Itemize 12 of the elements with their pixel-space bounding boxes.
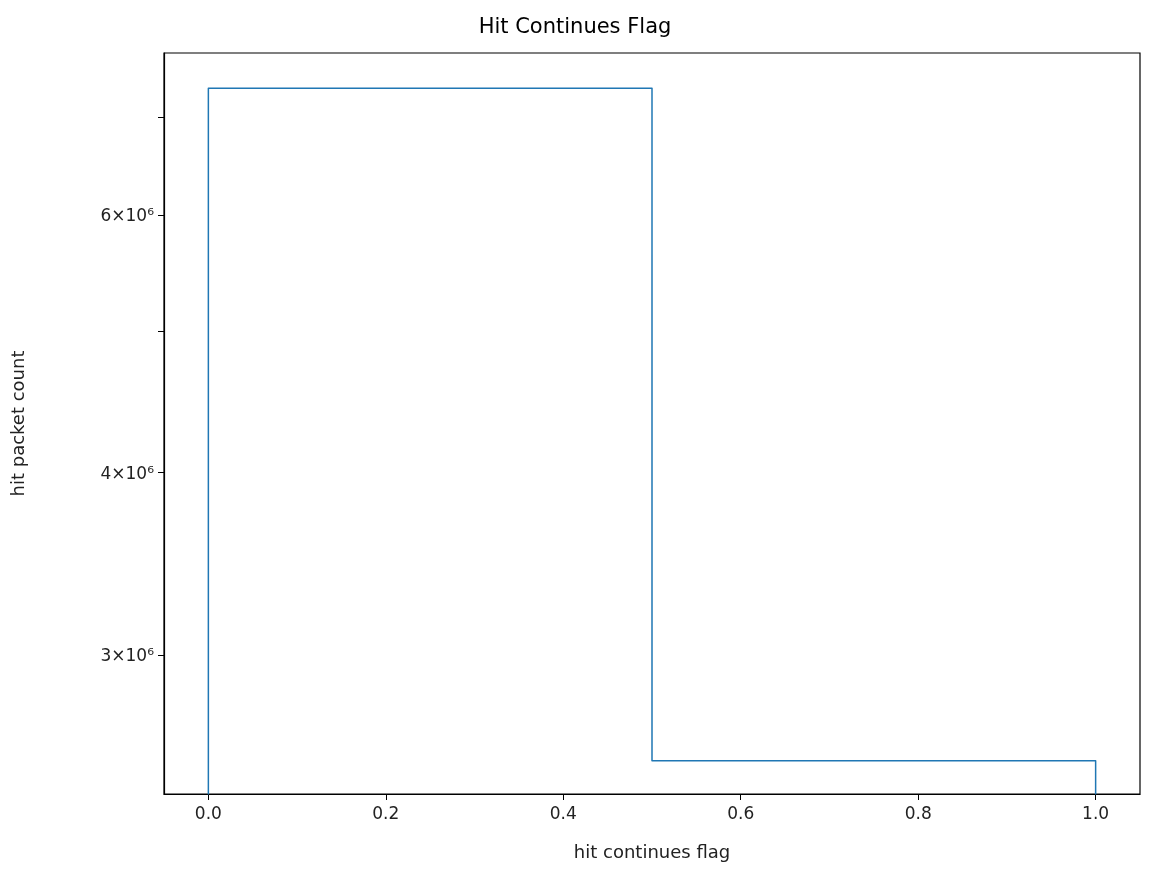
x-tick-label: 0.8 [904, 802, 932, 823]
y-axis-title: hit packet count [6, 350, 28, 497]
x-tick-label: 0.2 [372, 802, 400, 823]
x-tick-label: 0.0 [194, 802, 222, 823]
x-axis-title: hit continues flag [573, 840, 731, 862]
x-tick-label: 0.6 [727, 802, 755, 823]
y-tick-label: 3×10⁶ [100, 645, 155, 666]
x-tick-label: 0.4 [549, 802, 577, 823]
y-tick-label: 4×10⁶ [100, 462, 155, 483]
x-tick-label: 1.0 [1082, 802, 1110, 823]
y-tick-label: 6×10⁶ [100, 205, 155, 226]
chart-title: Hit Continues Flag [478, 13, 672, 38]
